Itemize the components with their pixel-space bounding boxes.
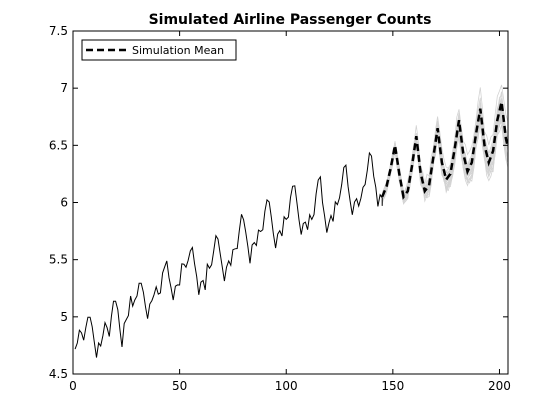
y-tick-label: 5.5 [49,253,68,267]
y-tick-label: 5 [60,310,68,324]
chart-title: Simulated Airline Passenger Counts [149,12,432,28]
y-tick-label: 6.5 [49,138,68,152]
x-tick-label: 150 [381,379,404,393]
y-axis: 4.5 5 5.5 6 6.5 7 7.5 [49,24,508,381]
x-tick-label: 200 [488,379,511,393]
y-tick-label: 6 [60,196,68,210]
y-tick-label: 7.5 [49,24,68,38]
x-tick-label: 50 [172,379,187,393]
y-tick-label: 7 [60,81,68,95]
x-axis: 0 50 100 150 200 [69,31,511,393]
simulation-path [381,109,508,204]
simulation-mean-series [381,101,508,200]
observed-line [74,151,383,358]
legend-box [81,39,237,61]
plot-area [73,31,508,374]
simulation-mean-line [381,101,508,200]
x-tick-label: 0 [69,379,77,393]
y-tick-label: 4.5 [49,367,68,381]
observed-series [74,151,383,358]
simulation-path [381,84,508,197]
legend: Simulation Mean [81,39,237,61]
legend-mean-label: Simulation Mean [132,44,224,57]
x-tick-label: 100 [275,379,298,393]
